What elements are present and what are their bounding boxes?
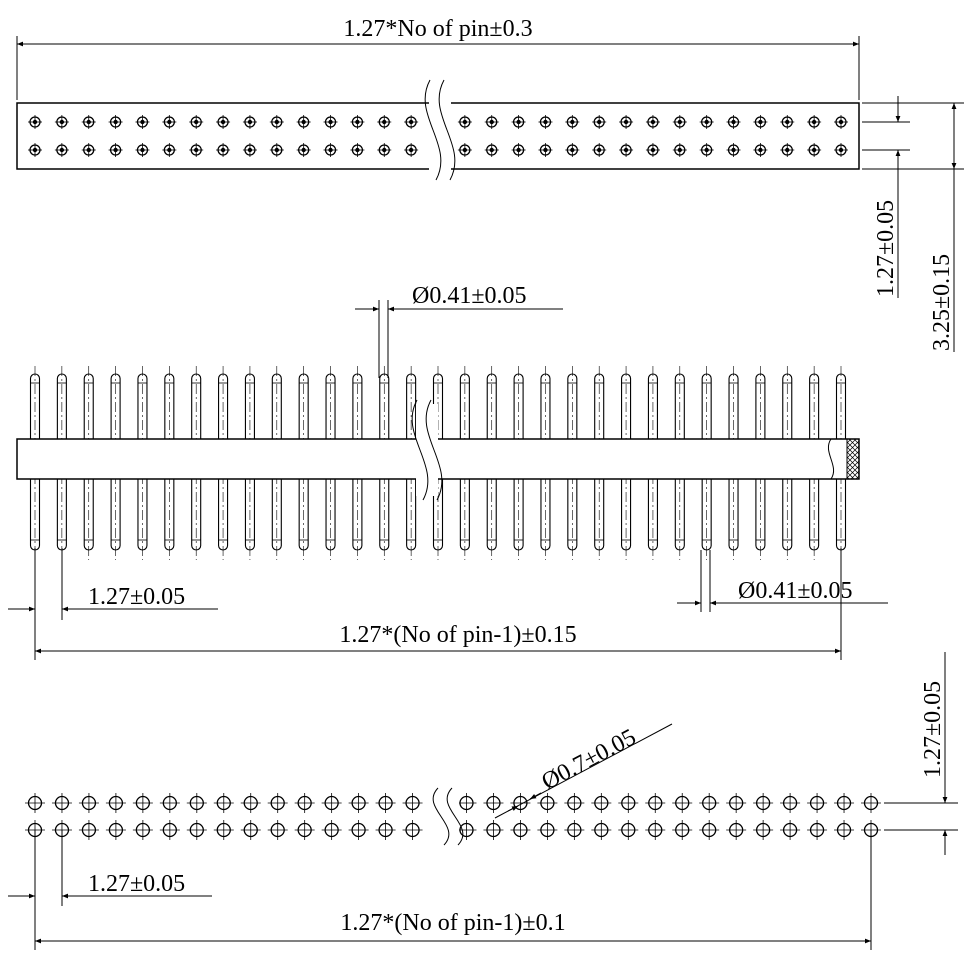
fp-break-curve-left — [432, 787, 450, 846]
side-view-break-symbol — [411, 399, 443, 501]
hole-dia-leader — [494, 723, 673, 819]
side-break-curve-left — [411, 399, 429, 501]
pin-dia-top-label: Ø0.41±0.05 — [412, 283, 527, 309]
side-break-curve-right — [425, 399, 443, 501]
side-view-cutaway — [827, 438, 860, 480]
fp-row-pitch-label: 1.27±0.05 — [920, 681, 946, 778]
fp-pitch-label: 1.27±0.05 — [88, 871, 185, 897]
hole-dia-arrow-a — [507, 805, 519, 812]
hole-dia-arrow-b — [529, 792, 542, 800]
fp-span-label: 1.27*(No of pin-1)±0.1 — [340, 910, 565, 936]
top-view-pins — [28, 115, 848, 157]
pin-dia-bottom-label: Ø0.41±0.05 — [738, 578, 853, 604]
side-pitch-label: 1.27±0.05 — [88, 584, 185, 610]
fp-break-curve-right — [446, 787, 464, 846]
footprint-view: 1.27±0.05 Ø0.7±0.05 1.27±0.05 1.27*(No o… — [8, 652, 958, 950]
footprint-break-symbol — [432, 787, 464, 846]
top-view-break-symbol — [424, 79, 456, 181]
side-view: Ø0.41±0.05 Ø0.41±0.05 1.27±0.05 1.27*(No… — [8, 283, 888, 660]
width-label: 3.25±0.15 — [929, 254, 955, 351]
fp-break-gap — [437, 792, 459, 841]
top-view: 1.27*No of pin±0.3 1.27±0.05 3.25±0.15 — [16, 16, 964, 352]
side-span-label: 1.27*(No of pin-1)±0.15 — [339, 622, 576, 648]
top-break-curve-right — [438, 79, 456, 181]
overall-length-label: 1.27*No of pin±0.3 — [343, 16, 532, 42]
hole-dia-label: Ø0.7±0.05 — [538, 724, 641, 795]
top-break-gap — [429, 84, 451, 176]
row-pitch-label: 1.27±0.05 — [873, 200, 899, 297]
footprint-holes — [25, 793, 881, 840]
top-break-curve-left — [424, 79, 442, 181]
side-break-gap — [416, 404, 438, 496]
